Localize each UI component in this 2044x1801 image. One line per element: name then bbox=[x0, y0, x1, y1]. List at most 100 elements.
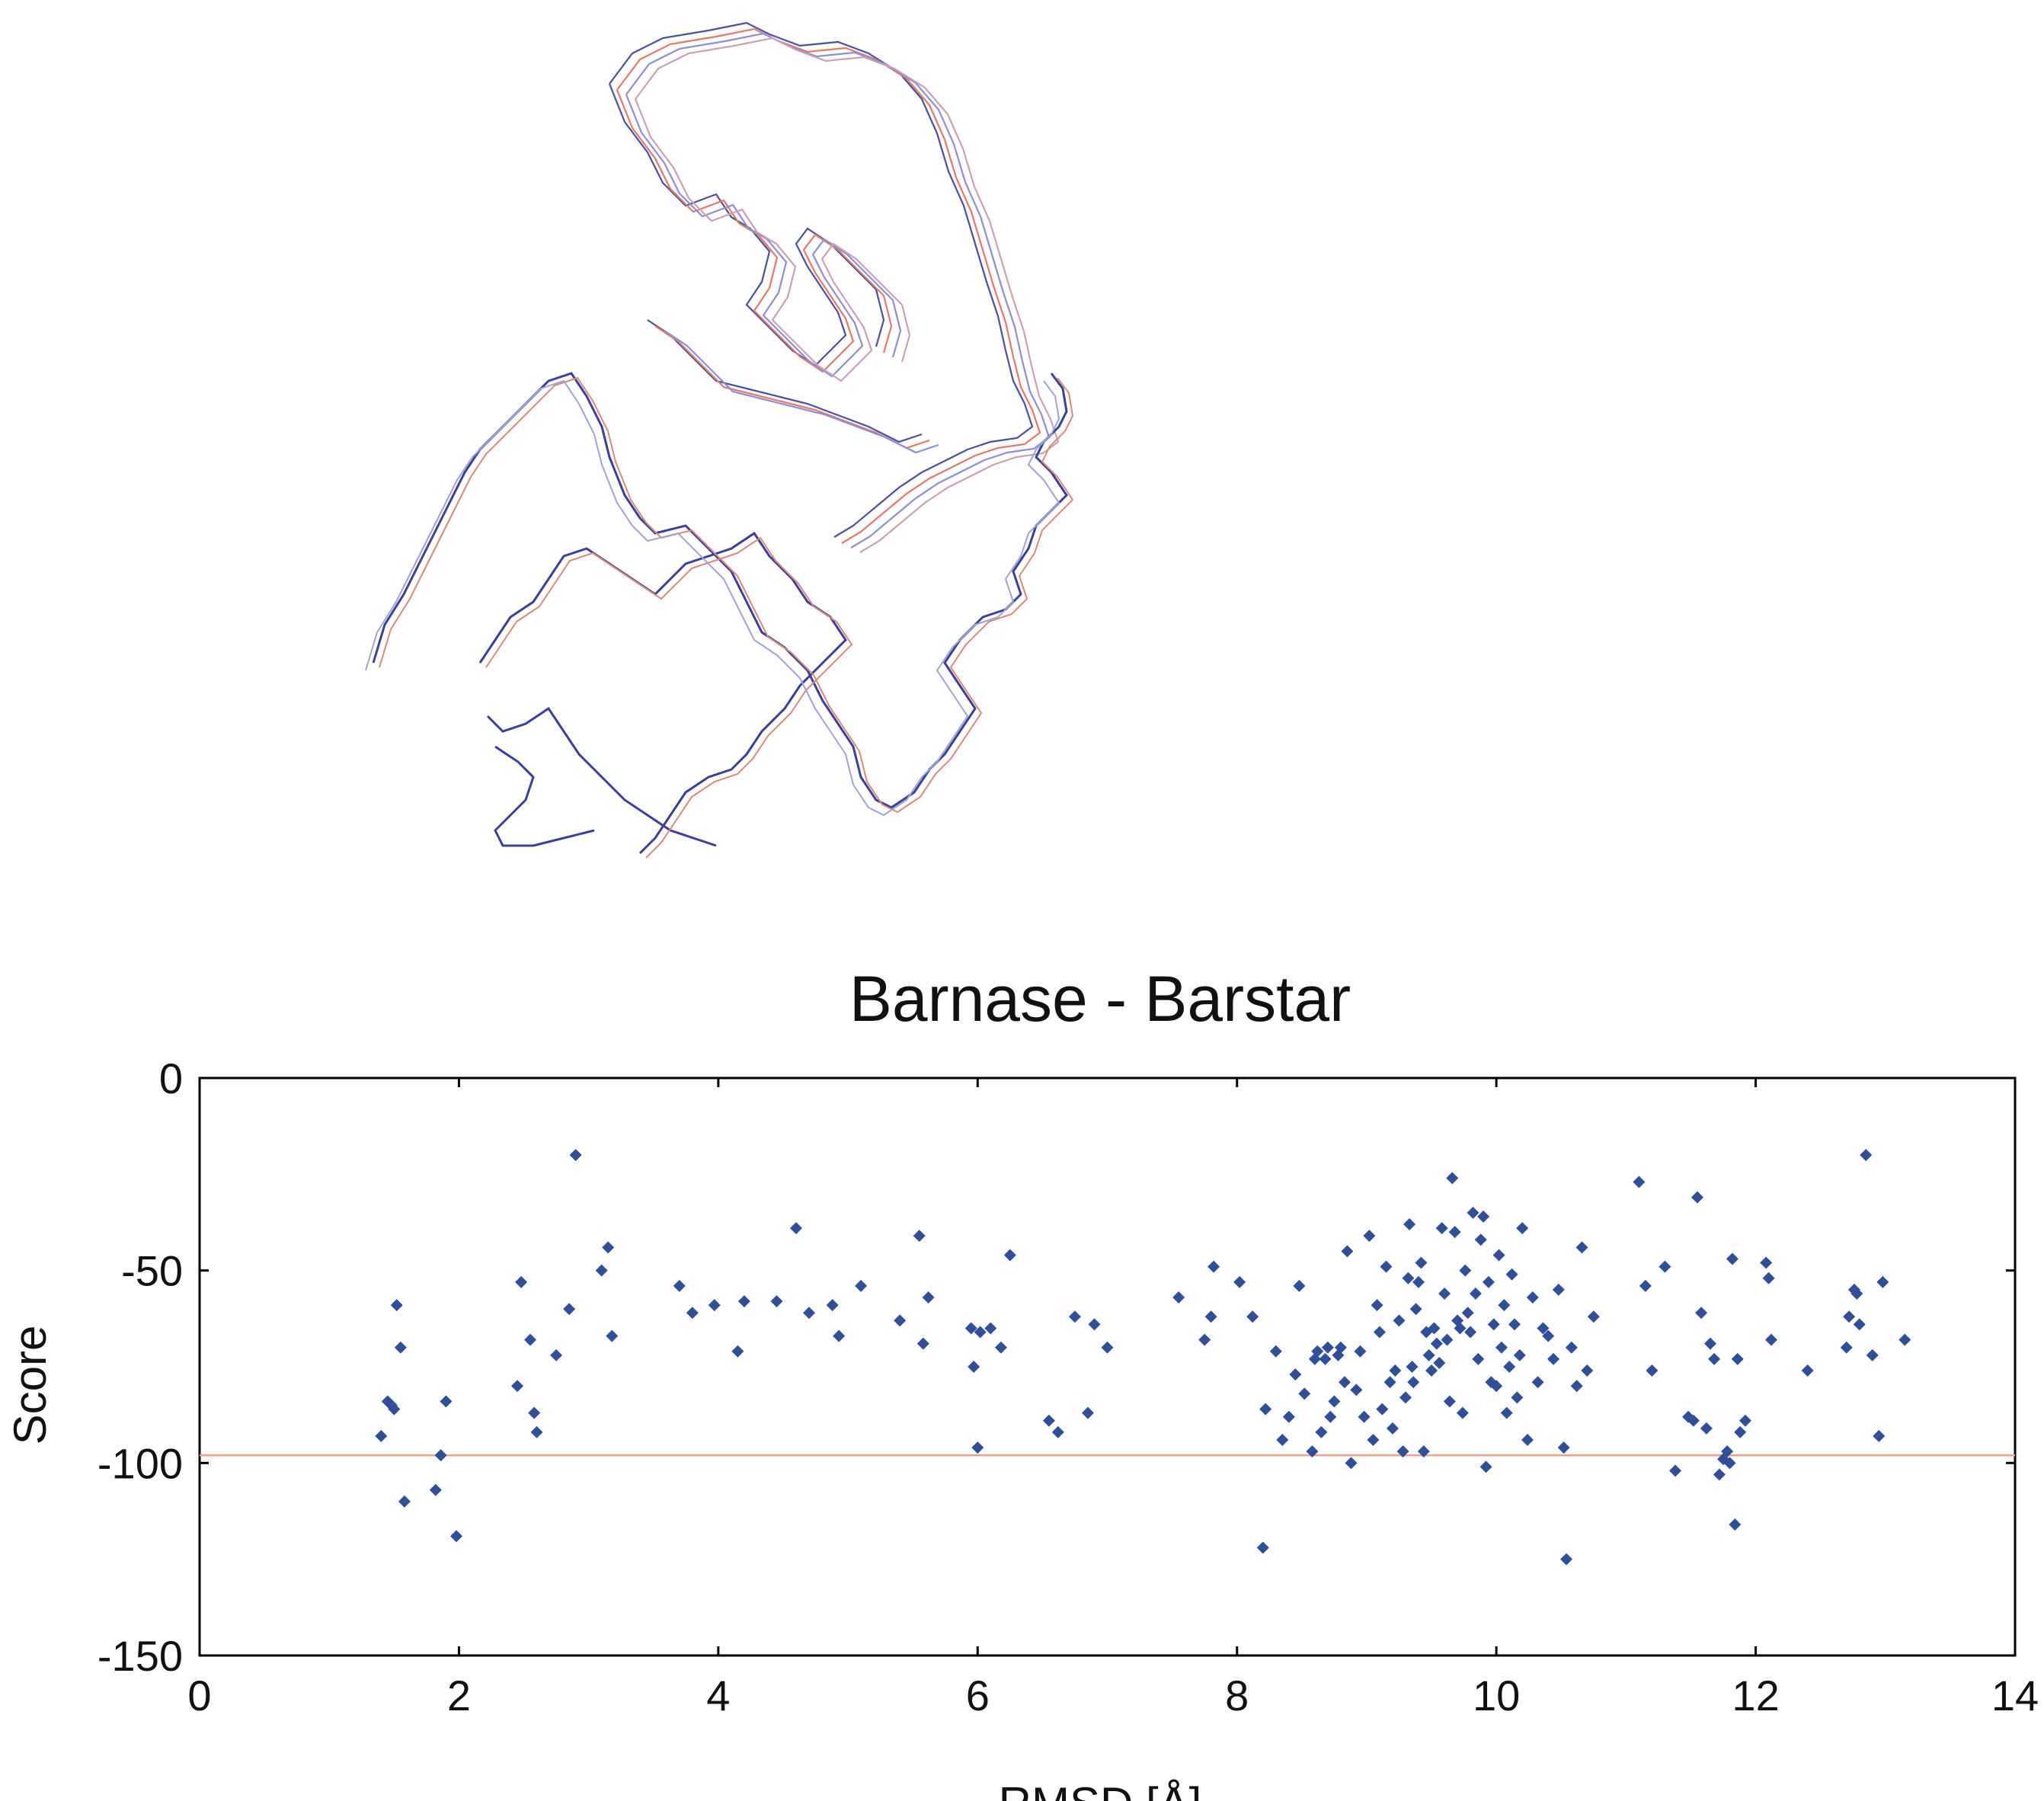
data-point bbox=[1565, 1341, 1578, 1354]
data-point bbox=[922, 1291, 935, 1304]
data-point bbox=[1843, 1310, 1856, 1323]
data-point bbox=[1547, 1352, 1560, 1365]
data-point bbox=[1282, 1410, 1295, 1423]
data-point bbox=[1350, 1384, 1363, 1396]
data-point bbox=[1639, 1279, 1652, 1292]
data-point bbox=[388, 1403, 401, 1416]
data-point bbox=[1669, 1464, 1682, 1477]
data-point bbox=[1409, 1303, 1422, 1316]
data-point bbox=[789, 1222, 802, 1235]
data-point bbox=[1557, 1441, 1570, 1454]
x-axis: 0 2 4 6 8 10 12 14 bbox=[187, 1078, 2039, 1719]
data-point bbox=[1101, 1341, 1114, 1354]
data-point bbox=[1389, 1364, 1402, 1377]
data-point bbox=[1403, 1218, 1416, 1231]
data-point bbox=[1687, 1414, 1700, 1427]
data-point bbox=[1537, 1322, 1550, 1335]
data-point bbox=[708, 1299, 721, 1312]
data-point bbox=[1531, 1376, 1544, 1389]
data-point bbox=[1315, 1425, 1328, 1438]
data-point bbox=[1051, 1425, 1064, 1438]
data-point bbox=[602, 1241, 615, 1254]
data-point bbox=[1570, 1380, 1583, 1393]
data-point bbox=[913, 1230, 926, 1243]
data-point bbox=[1764, 1333, 1777, 1346]
plot-area-border bbox=[198, 1076, 2017, 1657]
data-point bbox=[1324, 1410, 1337, 1423]
data-point bbox=[1873, 1429, 1886, 1442]
data-point bbox=[1354, 1345, 1367, 1358]
data-point bbox=[1469, 1287, 1482, 1300]
data-point bbox=[1396, 1445, 1409, 1458]
data-point bbox=[1306, 1445, 1319, 1458]
data-point bbox=[1581, 1364, 1594, 1377]
y-tick-label: -50 bbox=[121, 1247, 183, 1295]
data-point bbox=[1433, 1356, 1446, 1369]
data-point bbox=[1575, 1241, 1588, 1254]
data-point bbox=[1713, 1468, 1726, 1481]
data-point bbox=[1172, 1291, 1185, 1304]
data-point bbox=[1472, 1352, 1485, 1365]
data-point bbox=[833, 1329, 846, 1342]
x-tick-label: 14 bbox=[1991, 1671, 2039, 1719]
x-tick-label: 2 bbox=[447, 1671, 471, 1719]
data-point bbox=[1321, 1341, 1334, 1354]
data-point bbox=[381, 1395, 394, 1408]
data-point bbox=[1526, 1291, 1539, 1304]
x-tick-label: 10 bbox=[1473, 1671, 1520, 1719]
data-point bbox=[1341, 1245, 1354, 1258]
data-point bbox=[1691, 1191, 1703, 1204]
data-point bbox=[1425, 1364, 1438, 1377]
y-tick-label: 0 bbox=[159, 1054, 183, 1102]
data-point bbox=[1850, 1287, 1863, 1300]
data-point bbox=[1633, 1176, 1646, 1188]
data-point bbox=[1311, 1345, 1324, 1358]
data-point bbox=[1560, 1553, 1573, 1566]
data-point bbox=[528, 1406, 541, 1419]
data-point bbox=[1441, 1333, 1454, 1346]
data-point bbox=[1438, 1287, 1451, 1300]
data-point bbox=[1703, 1337, 1716, 1350]
data-point bbox=[1081, 1406, 1094, 1419]
data-point bbox=[1801, 1364, 1814, 1377]
data-point bbox=[1479, 1460, 1492, 1473]
data-point bbox=[434, 1449, 447, 1462]
data-point bbox=[1723, 1457, 1736, 1470]
data-point bbox=[686, 1307, 699, 1320]
data-point bbox=[1729, 1518, 1742, 1531]
data-point bbox=[1461, 1307, 1474, 1320]
data-point bbox=[1708, 1352, 1721, 1365]
data-point bbox=[1760, 1256, 1773, 1269]
data-point bbox=[984, 1322, 997, 1335]
data-point bbox=[1417, 1445, 1430, 1458]
data-point bbox=[1495, 1341, 1508, 1354]
data-point bbox=[1259, 1403, 1272, 1416]
data-point bbox=[770, 1295, 783, 1308]
data-point bbox=[1042, 1414, 1055, 1427]
data-point bbox=[1464, 1326, 1477, 1339]
data-point bbox=[894, 1314, 907, 1327]
data-point bbox=[563, 1303, 576, 1316]
data-point bbox=[530, 1425, 543, 1438]
data-point bbox=[1505, 1268, 1518, 1281]
data-point bbox=[1068, 1310, 1081, 1323]
data-point bbox=[916, 1337, 929, 1350]
data-point bbox=[1552, 1283, 1565, 1296]
data-point bbox=[1726, 1252, 1739, 1265]
data-point bbox=[1328, 1395, 1341, 1408]
data-point bbox=[1399, 1391, 1412, 1404]
data-point bbox=[1446, 1172, 1459, 1185]
data-point bbox=[1456, 1406, 1469, 1419]
data-point bbox=[1376, 1403, 1389, 1416]
data-point bbox=[1467, 1206, 1479, 1219]
data-point bbox=[1208, 1260, 1220, 1273]
data-point bbox=[550, 1348, 563, 1361]
data-point bbox=[1866, 1348, 1879, 1361]
data-point bbox=[1477, 1210, 1490, 1223]
data-point bbox=[1459, 1264, 1472, 1277]
data-point bbox=[1853, 1318, 1866, 1331]
data-point bbox=[1490, 1380, 1503, 1393]
data-point bbox=[569, 1149, 582, 1162]
data-point bbox=[826, 1299, 839, 1312]
data-point bbox=[971, 1441, 984, 1454]
